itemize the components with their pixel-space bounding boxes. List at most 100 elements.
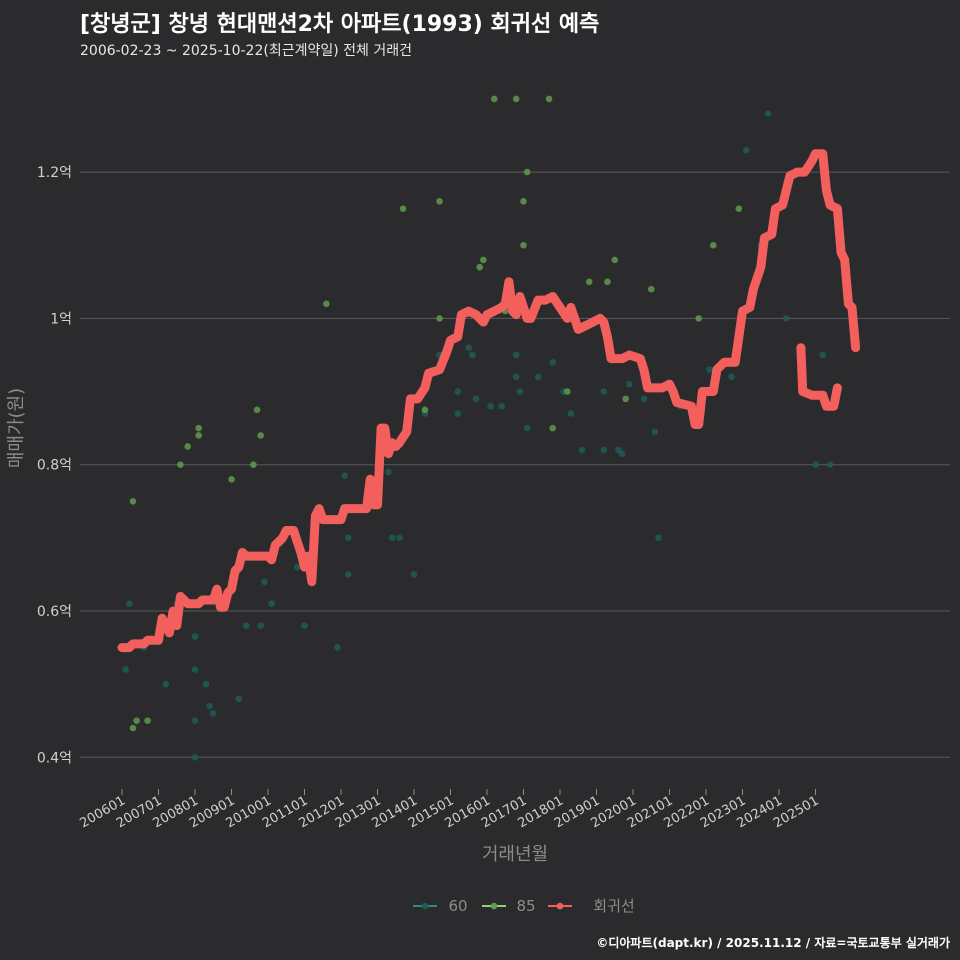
point-85 — [323, 300, 330, 308]
point-60 — [242, 622, 250, 629]
point-85 — [257, 432, 265, 439]
point-60 — [812, 461, 819, 469]
point-60 — [191, 754, 199, 761]
x-axis: 2006012007012008012009012010012011012012… — [78, 789, 822, 831]
legend-label: 85 — [516, 897, 535, 915]
point-85 — [611, 256, 619, 264]
point-85 — [144, 717, 151, 725]
point-60 — [396, 534, 403, 542]
point-85 — [129, 724, 137, 732]
point-60 — [651, 428, 659, 436]
point-85 — [549, 424, 556, 432]
gridlines — [80, 171, 950, 758]
y-tick-label: 1억 — [50, 311, 72, 327]
y-tick-label: 0.4억 — [37, 750, 72, 766]
legend: 60 85 회귀선 — [413, 897, 635, 915]
point-60 — [301, 622, 308, 629]
point-85 — [735, 205, 743, 212]
point-60 — [512, 373, 520, 381]
point-60 — [268, 600, 275, 607]
point-60 — [126, 600, 133, 607]
point-85 — [228, 476, 235, 483]
point-85 — [436, 198, 443, 205]
point-85 — [695, 315, 702, 322]
point-60 — [465, 344, 473, 351]
point-60 — [341, 472, 348, 479]
point-60 — [469, 351, 476, 359]
point-60 — [334, 644, 341, 651]
point-60 — [600, 446, 608, 454]
point-60 — [618, 450, 626, 458]
point-60 — [728, 373, 735, 381]
point-85 — [177, 461, 184, 469]
y-axis-label: 매매가(원) — [6, 388, 27, 468]
point-60 — [472, 395, 480, 403]
scatter-points — [122, 95, 834, 761]
point-60 — [345, 534, 352, 542]
point-60 — [191, 717, 199, 725]
point-60 — [162, 680, 170, 688]
point-60 — [706, 366, 713, 373]
y-tick-label: 0.6억 — [37, 604, 72, 620]
point-85 — [195, 432, 202, 439]
point-60 — [293, 563, 301, 571]
point-85 — [710, 241, 717, 249]
chart-subtitle: 2006-02-23 ~ 2025-10-22(최근계약일) 전체 거래건 — [80, 43, 412, 59]
y-tick-label: 0.8억 — [37, 458, 72, 474]
point-60 — [523, 424, 531, 432]
point-85 — [250, 461, 257, 469]
point-60 — [345, 571, 352, 578]
source-credit: ©디아파트(dapt.kr) / 2025.11.12 / 자료=국토교통부 실… — [596, 936, 950, 950]
point-60 — [191, 633, 199, 640]
point-85 — [436, 315, 443, 322]
x-axis-label: 거래년월 — [482, 844, 548, 865]
y-tick-label: 1.2억 — [37, 165, 72, 181]
regression-line — [117, 149, 861, 653]
point-85 — [253, 406, 261, 414]
point-85 — [129, 497, 137, 505]
point-85 — [476, 263, 484, 271]
regression-path-tail — [796, 343, 842, 411]
point-60 — [498, 402, 505, 410]
point-85 — [184, 443, 191, 450]
point-85 — [421, 406, 429, 414]
point-60 — [742, 146, 750, 154]
point-60 — [516, 388, 524, 395]
point-60 — [819, 351, 827, 359]
point-85 — [133, 717, 140, 725]
point-60 — [191, 666, 199, 673]
point-60 — [567, 410, 575, 417]
point-60 — [235, 695, 243, 703]
point-60 — [534, 373, 542, 381]
point-60 — [257, 622, 265, 629]
point-85 — [399, 205, 407, 212]
point-60 — [640, 395, 648, 403]
chart-title: [창녕군] 창녕 현대맨션2차 아파트(1993) 회귀선 예측 — [80, 12, 600, 37]
point-60 — [626, 380, 633, 388]
point-60 — [454, 410, 462, 417]
point-85 — [564, 388, 571, 395]
legend-marker — [556, 902, 564, 910]
point-60 — [206, 702, 213, 710]
point-60 — [826, 461, 834, 469]
point-60 — [600, 388, 608, 395]
point-60 — [512, 351, 520, 359]
point-60 — [410, 571, 418, 578]
point-60 — [454, 388, 462, 395]
point-85 — [512, 95, 520, 103]
point-85 — [520, 241, 527, 249]
point-85 — [491, 95, 498, 103]
point-60 — [578, 446, 586, 454]
point-60 — [549, 358, 556, 366]
point-85 — [195, 424, 202, 432]
point-85 — [545, 95, 553, 103]
point-60 — [122, 666, 129, 673]
point-85 — [604, 278, 611, 286]
legend-marker — [421, 902, 429, 910]
point-85 — [523, 168, 531, 176]
point-60 — [202, 680, 210, 688]
point-60 — [764, 110, 772, 117]
legend-marker — [490, 902, 498, 910]
point-60 — [209, 710, 217, 717]
